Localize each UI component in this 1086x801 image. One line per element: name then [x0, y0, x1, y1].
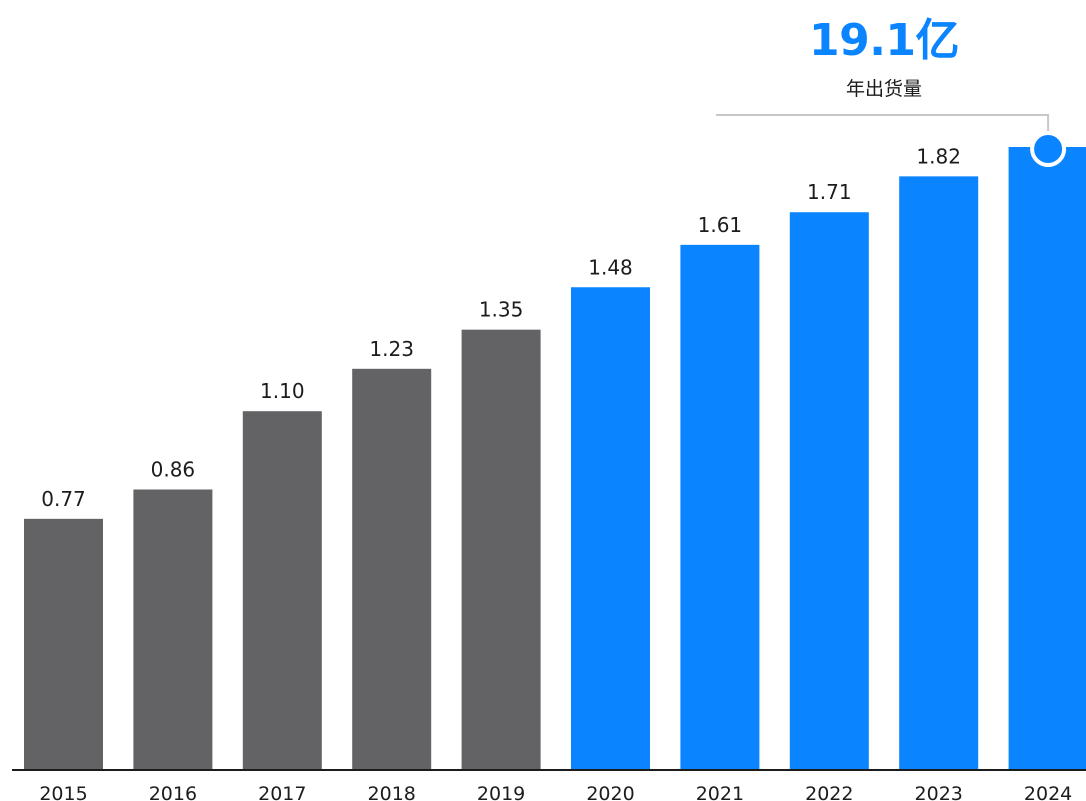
x-tick-label-2019: 2019	[477, 783, 525, 801]
x-tick-label-2018: 2018	[368, 783, 416, 801]
value-label-2023: 1.82	[916, 144, 961, 168]
bar-2021	[680, 244, 760, 771]
x-tick-label-2021: 2021	[696, 783, 744, 801]
bar-2018	[352, 368, 432, 770]
x-tick-label-2015: 2015	[39, 783, 87, 801]
bar-2016	[133, 489, 213, 770]
value-label-2019: 1.35	[479, 298, 524, 322]
highlight-marker-dot	[1030, 131, 1067, 167]
value-label-2017: 1.10	[260, 379, 305, 403]
value-label-2015: 0.77	[41, 487, 86, 511]
x-tick-label-2023: 2023	[915, 783, 963, 801]
value-label-2022: 1.71	[807, 180, 852, 204]
bar-2017	[242, 411, 322, 770]
headline-connector-line	[716, 114, 1050, 131]
x-tick-label-2024: 2024	[1024, 783, 1072, 801]
value-label-2020: 1.48	[588, 255, 633, 279]
headline-value: 19.1亿	[808, 15, 960, 66]
bar-2015	[24, 518, 103, 770]
x-tick-label-2017: 2017	[258, 783, 306, 801]
value-label-2021: 1.61	[698, 213, 743, 237]
x-tick-label-2022: 2022	[805, 783, 853, 801]
headline-label: 年出货量	[845, 78, 922, 100]
bar-2024	[1008, 147, 1086, 770]
x-tick-label-2016: 2016	[149, 783, 197, 801]
bar-2022	[789, 212, 869, 770]
bar-2019	[461, 329, 541, 770]
value-label-2018: 1.23	[369, 337, 414, 361]
bar-2023	[899, 176, 979, 770]
x-tick-label-2020: 2020	[586, 783, 634, 801]
bar-2020	[571, 287, 650, 770]
value-label-2016: 0.86	[151, 457, 196, 481]
